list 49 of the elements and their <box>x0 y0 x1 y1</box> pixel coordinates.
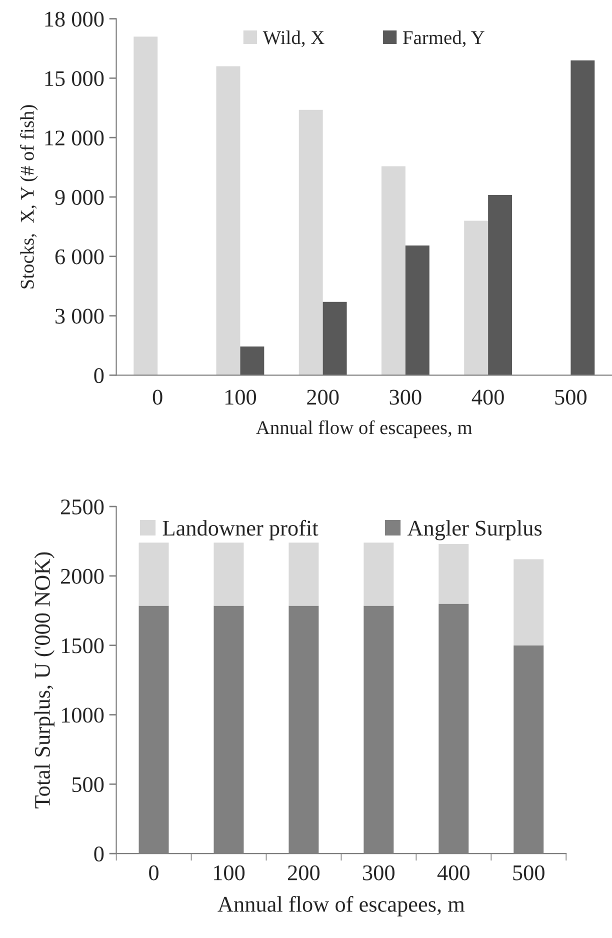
bar <box>322 302 347 376</box>
x-tick-label: 300 <box>363 865 394 880</box>
bar <box>405 245 430 376</box>
bar <box>381 166 406 376</box>
x-tick-label: 100 <box>226 390 256 405</box>
x-axis-title: Annual flow of escapees, m <box>218 896 465 916</box>
y-tick-label: 2500 <box>61 499 104 514</box>
y-tick-label: 15 000 <box>45 71 104 86</box>
y-tick-label: 0 <box>94 846 104 862</box>
y-tick-label: 18 000 <box>45 12 104 27</box>
bar <box>288 542 319 606</box>
x-tick-label: 400 <box>472 390 504 405</box>
y-tick-label: 1000 <box>62 708 104 723</box>
legend-label: Farmed, Y <box>403 30 484 48</box>
x-tick-label: 0 <box>152 390 162 405</box>
bar <box>438 544 469 604</box>
y-tick-label: 0 <box>94 368 104 384</box>
y-tick-label: 1500 <box>62 638 104 654</box>
y-tick-label: 2000 <box>61 568 104 584</box>
bar <box>240 346 264 376</box>
y-tick-label: 12 000 <box>45 130 104 146</box>
bar <box>298 110 323 376</box>
x-tick-label: 400 <box>437 865 470 880</box>
legend-label: Angler Surplus <box>407 520 542 540</box>
bar <box>464 220 488 376</box>
y-axis-title: Stocks, X, Y (# of fish) <box>20 105 38 288</box>
y-tick-label: 6 000 <box>55 249 104 264</box>
x-tick-label: 200 <box>307 390 339 405</box>
x-tick-label: 300 <box>390 390 422 405</box>
bar <box>134 36 158 376</box>
legend-label: Landowner profit <box>162 520 318 540</box>
bar <box>514 559 544 646</box>
bar <box>138 542 169 606</box>
y-tick-label: 9 000 <box>55 190 104 205</box>
x-tick-label: 500 <box>513 865 544 880</box>
x-axis-title: Annual flow of escapees, m <box>256 420 472 438</box>
x-tick-label: 100 <box>214 865 245 880</box>
legend-label: Wild, X <box>262 30 324 48</box>
x-tick-label: 200 <box>288 865 320 880</box>
bar <box>364 542 394 606</box>
y-tick-label: 3 000 <box>56 308 104 324</box>
bar <box>214 542 244 606</box>
bar <box>216 66 240 376</box>
y-axis-title: Total Surplus, U ('000 NOK) <box>34 552 54 808</box>
bar <box>570 60 595 376</box>
x-tick-label: 500 <box>555 390 587 405</box>
x-tick-label: 0 <box>149 865 158 880</box>
y-tick-label: 500 <box>72 777 104 792</box>
bar <box>488 195 512 376</box>
